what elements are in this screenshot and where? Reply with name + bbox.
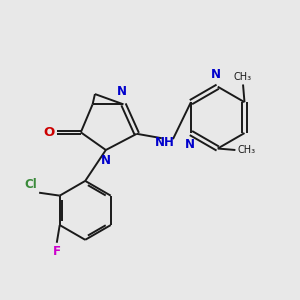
Text: NH: NH <box>155 136 175 149</box>
Text: N: N <box>211 68 221 81</box>
Text: CH₃: CH₃ <box>234 72 252 82</box>
Text: N: N <box>117 85 127 98</box>
Text: N: N <box>101 154 111 166</box>
Text: F: F <box>53 245 61 258</box>
Text: Cl: Cl <box>24 178 37 191</box>
Text: O: O <box>43 126 54 139</box>
Text: CH₃: CH₃ <box>238 145 256 155</box>
Text: N: N <box>184 138 194 152</box>
